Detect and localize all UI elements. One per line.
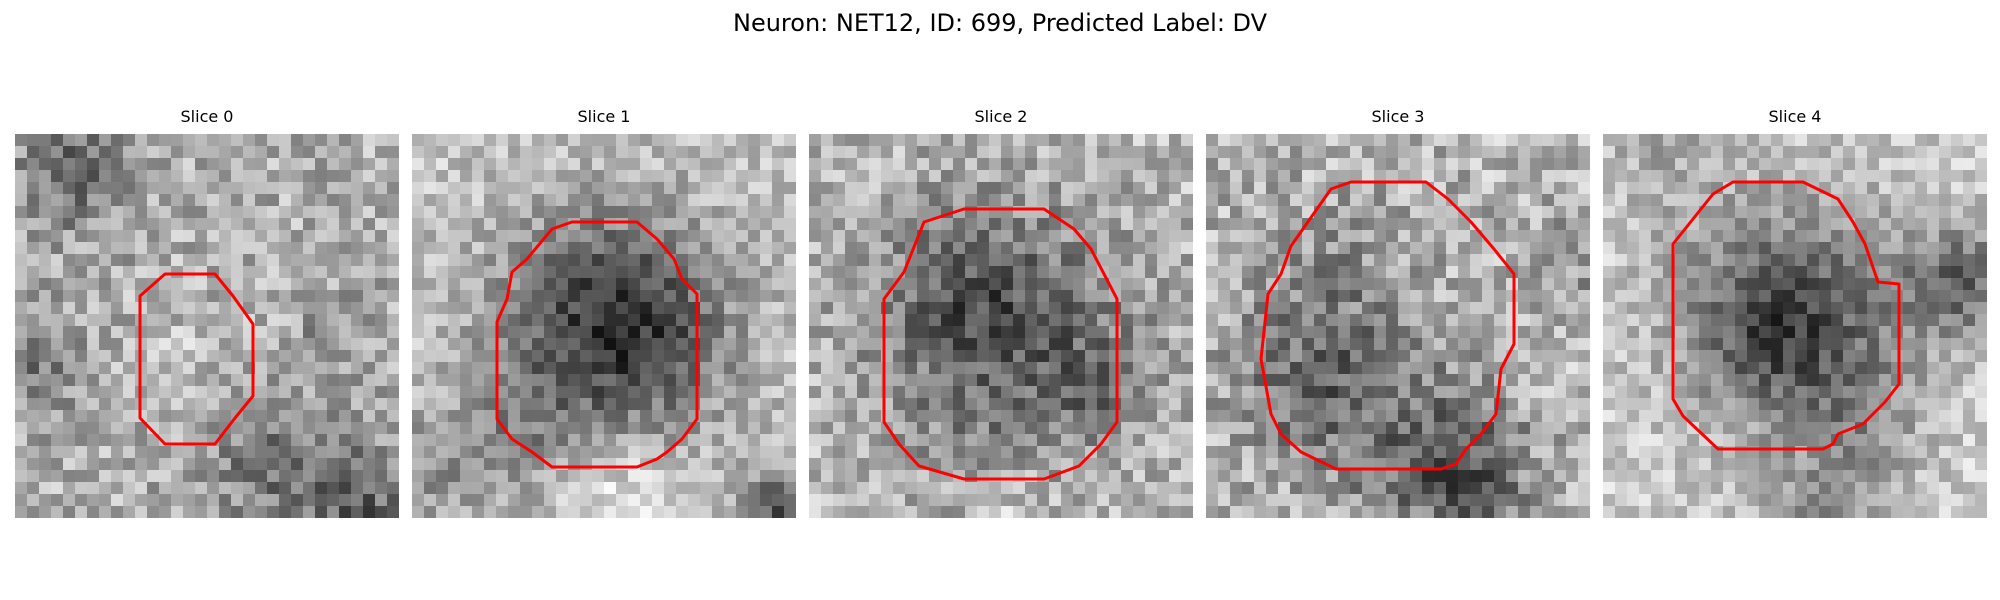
- slice-panel-0: Slice 0: [15, 107, 399, 521]
- pixel-grid: [809, 134, 1193, 518]
- slice-panel-3: Slice 3: [1206, 107, 1590, 521]
- slice-panel-2: Slice 2: [809, 107, 1193, 521]
- slice-title: Slice 1: [577, 107, 631, 126]
- slice-panel-4: Slice 4: [1603, 107, 1987, 521]
- roi-contour: [1671, 180, 1901, 451]
- slice-image: [1603, 134, 1987, 518]
- pixel-grid: [1603, 134, 1987, 518]
- roi-contour: [882, 207, 1119, 481]
- slice-image: [15, 134, 399, 518]
- roi-contour: [495, 220, 699, 469]
- slice-image: [412, 134, 796, 518]
- slice-image: [809, 134, 1193, 518]
- slice-title: Slice 0: [180, 107, 234, 126]
- figure-title: Neuron: NET12, ID: 699, Predicted Label:…: [732, 9, 1268, 37]
- slice-panel-1: Slice 1: [412, 107, 796, 521]
- slice-image: [1206, 134, 1590, 518]
- pixel-grid: [15, 134, 399, 518]
- roi-contour: [138, 272, 255, 446]
- roi-contour: [1259, 180, 1516, 471]
- slice-title: Slice 2: [974, 107, 1028, 126]
- pixel-grid: [412, 134, 796, 518]
- slice-title: Slice 4: [1768, 107, 1822, 126]
- slice-title: Slice 3: [1371, 107, 1425, 126]
